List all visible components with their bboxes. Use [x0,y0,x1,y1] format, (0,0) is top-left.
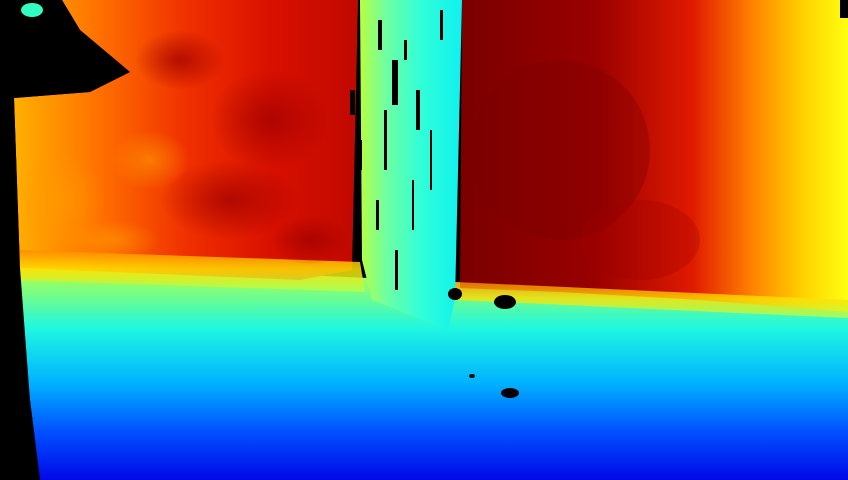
right-wall-texture [470,60,700,280]
left-wall-texture [15,30,350,265]
right-wall-region [460,0,848,312]
right-wall-base [455,282,848,318]
floor-region [18,262,848,480]
pillar-region [360,0,462,330]
floor-dropouts [448,288,519,398]
left-wall-base [18,250,365,292]
invalid-corner [0,0,130,98]
pillar-dropouts [350,10,443,290]
invalid-left-strip [0,98,40,480]
right-edge-strip [840,0,848,18]
small-blob [21,3,43,17]
